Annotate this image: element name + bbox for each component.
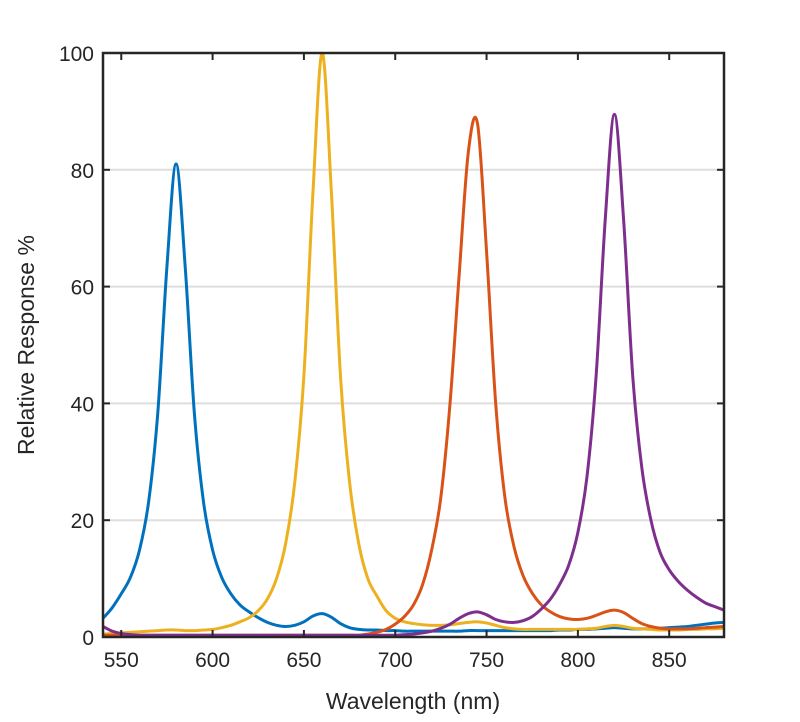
x-tick-label: 800 [560, 649, 595, 672]
y-tick-labels: 0 20 40 60 80 100 [59, 43, 94, 650]
y-tick-label: 20 [71, 510, 94, 533]
y-tick-label: 100 [59, 43, 94, 66]
x-axis-label: Wavelength (nm) [326, 688, 500, 714]
y-tick-label: 60 [71, 277, 94, 300]
series-line-3 [103, 115, 724, 637]
series-line-2 [103, 53, 724, 636]
series-line-4 [103, 112, 724, 637]
y-tick-label: 80 [71, 160, 94, 183]
y-tick-label: 0 [82, 627, 94, 650]
x-tick-label: 650 [286, 649, 321, 672]
x-tick-label: 700 [378, 649, 413, 672]
plot-area [103, 53, 724, 637]
axes-box [101, 51, 726, 639]
series-line-1 [103, 162, 724, 633]
y-tick-label: 40 [71, 393, 94, 416]
x-tick-label: 750 [469, 649, 504, 672]
x-tick-label: 600 [195, 649, 230, 672]
axes [101, 51, 726, 639]
y-axis-label: Relative Response % [13, 235, 39, 455]
x-tick-labels: 550 600 650 700 750 800 850 [104, 649, 687, 672]
x-tick-label: 550 [104, 649, 139, 672]
x-tick-label: 850 [652, 649, 687, 672]
